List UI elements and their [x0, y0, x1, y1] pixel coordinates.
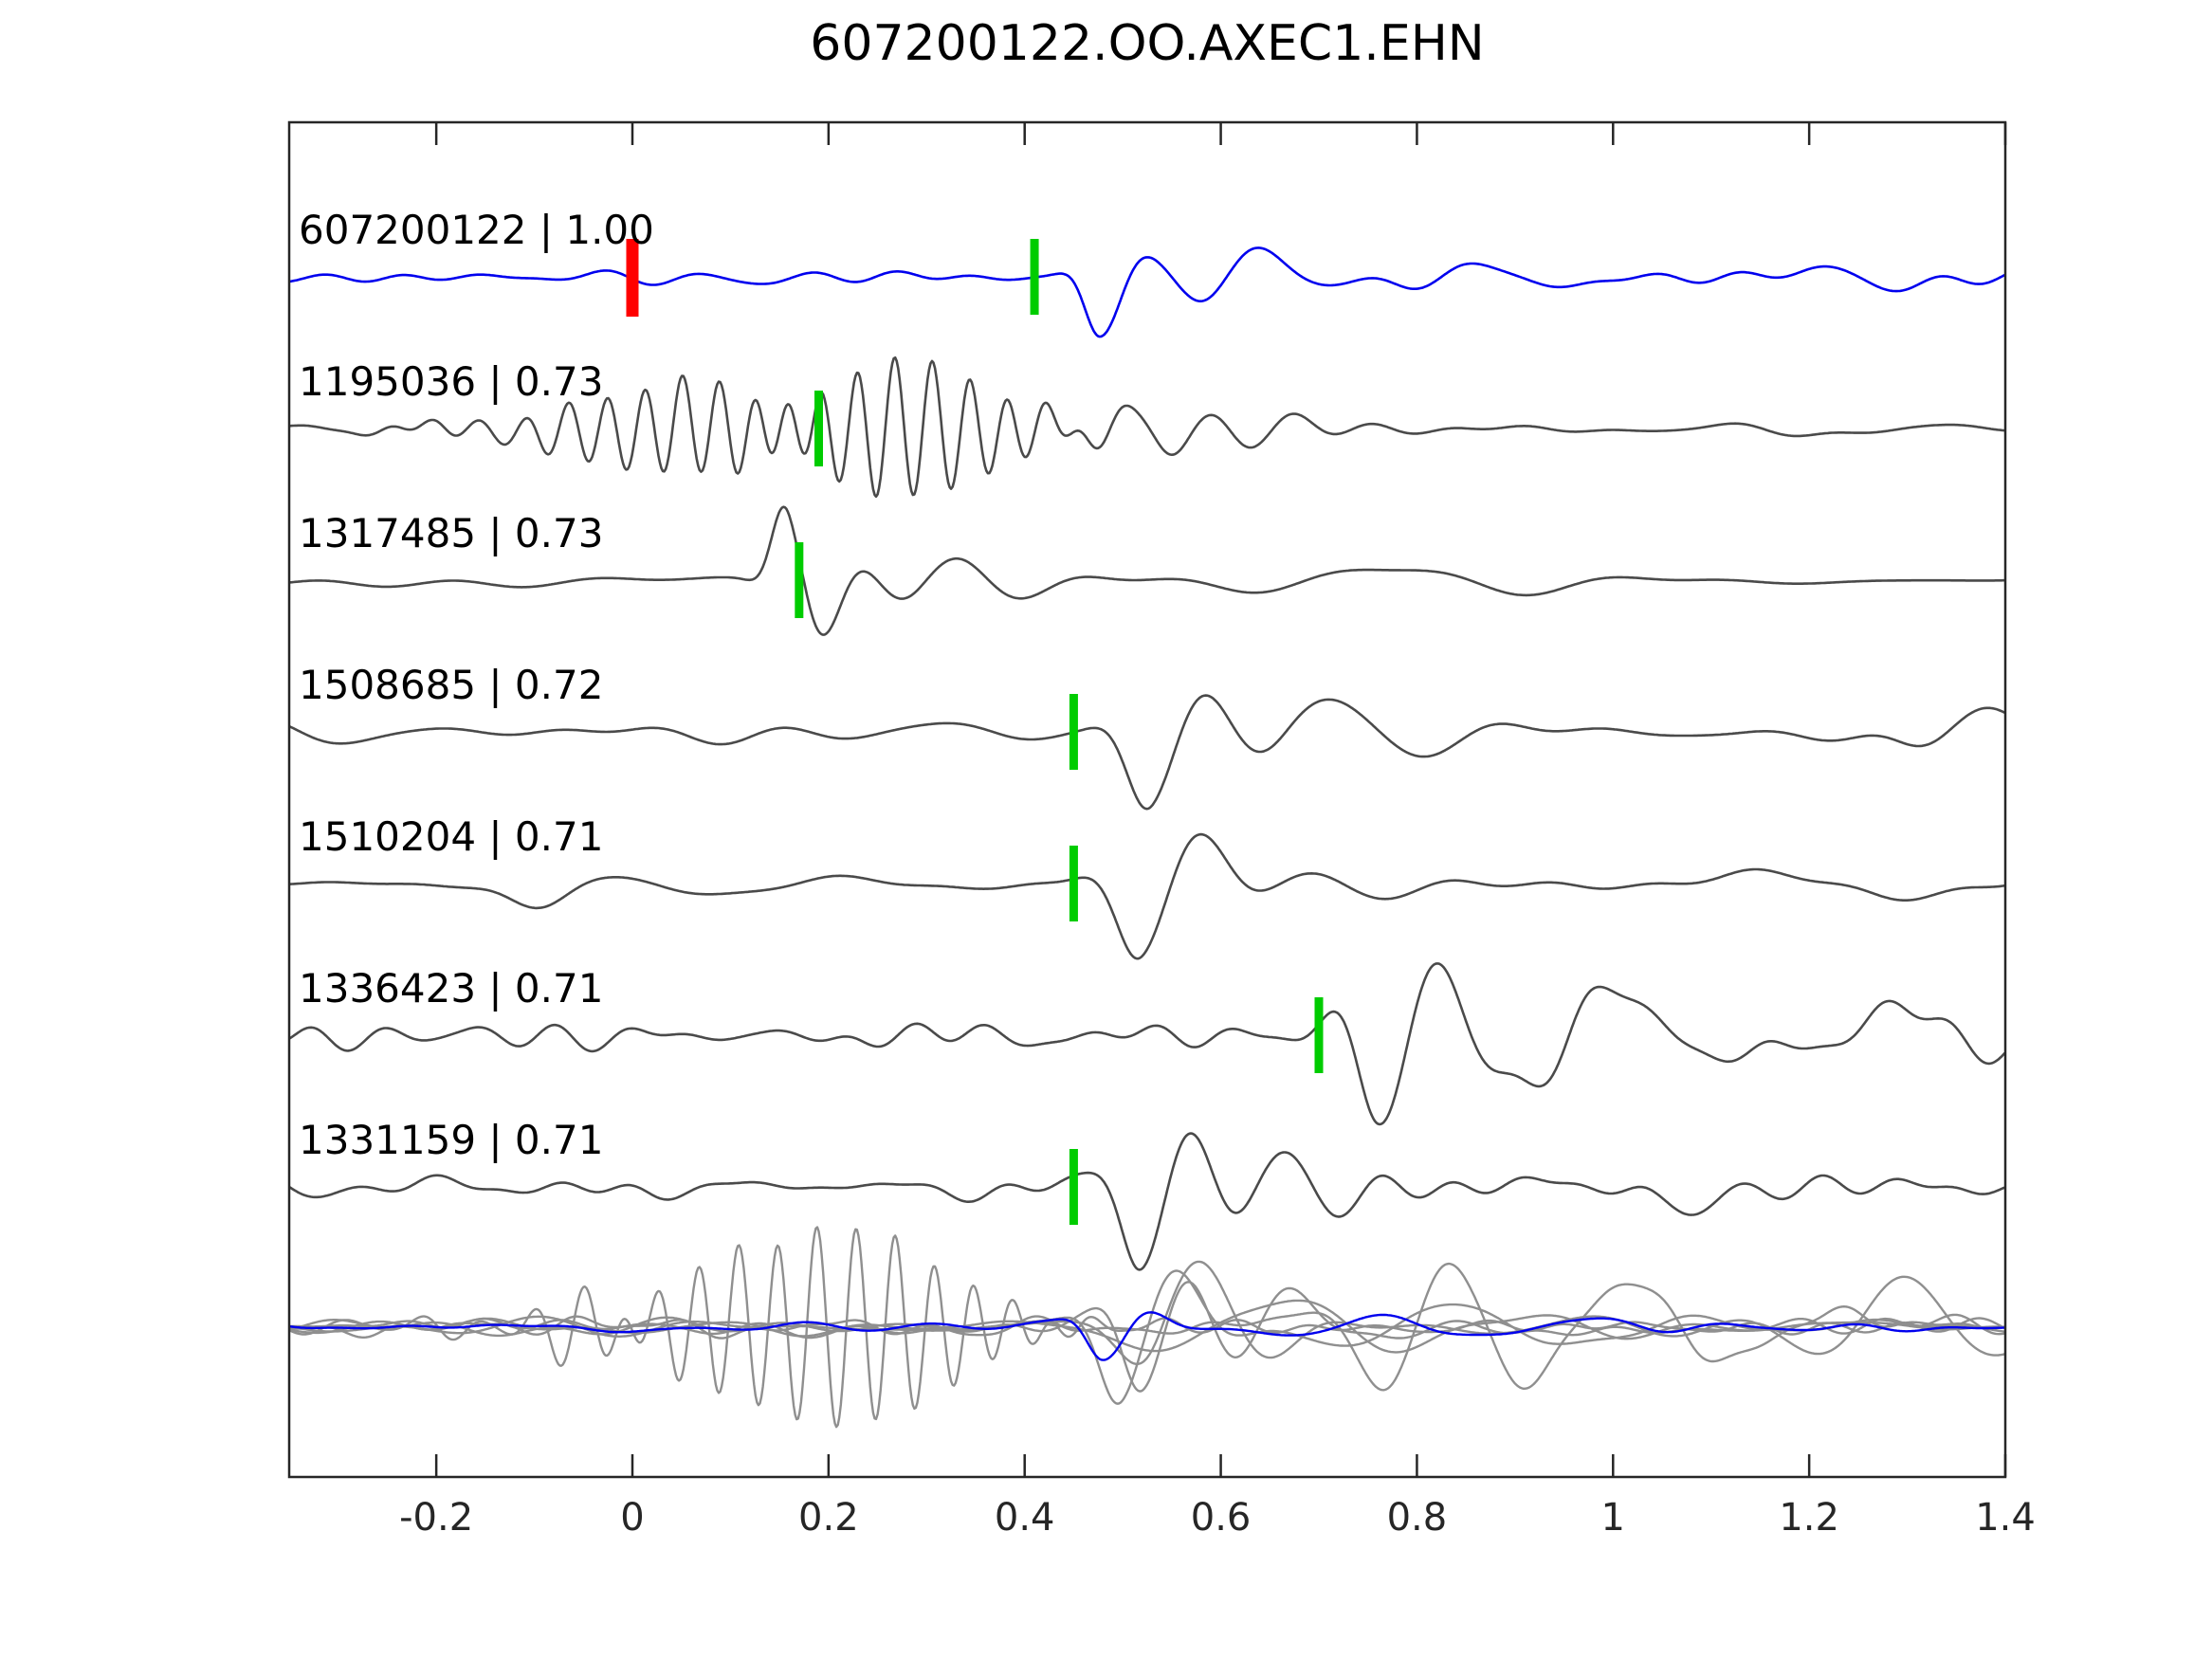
pick-marker-1317485: [795, 542, 804, 618]
x-tick-label: -0.2: [399, 1496, 474, 1540]
waveform-overlay-4: [289, 1281, 2005, 1393]
trace-label-detection-3: 1508685 | 0.72: [299, 662, 604, 708]
trace-label-detection-6: 1331159 | 0.71: [299, 1117, 604, 1163]
pick-marker-1508685: [1069, 694, 1078, 770]
pick-marker-1331159: [1069, 1149, 1078, 1225]
x-tick-label: 0.6: [1190, 1496, 1252, 1540]
x-tick-label: 0.4: [994, 1496, 1055, 1540]
pick-marker-607200122: [1030, 239, 1039, 315]
waveform-1510204: [289, 832, 2005, 960]
waveform-1195036: [289, 356, 2005, 499]
x-tick-label: 0.8: [1386, 1496, 1448, 1540]
pick-marker-1195036: [814, 391, 824, 466]
waveform-1331159: [289, 1132, 2005, 1271]
waveform-607200122: [289, 246, 2005, 338]
trace-label-detection-5: 1336423 | 0.71: [299, 965, 604, 1012]
trace-label-detection-1: 1195036 | 0.73: [299, 358, 604, 405]
origin-marker: [626, 239, 639, 317]
waveform-1336423: [289, 962, 2005, 1126]
waveform-1508685: [289, 694, 2005, 811]
x-tick-label: 1.4: [1975, 1496, 2036, 1540]
trace-label-detection-4: 1510204 | 0.71: [299, 813, 604, 860]
trace-label-detection-2: 1317485 | 0.73: [299, 510, 604, 556]
x-tick-label: 1: [1600, 1496, 1626, 1540]
waveform-1317485: [289, 505, 2005, 636]
waveform-overlay-6: [289, 1311, 2005, 1361]
pick-marker-1336423: [1314, 997, 1324, 1073]
x-tick-label: 0: [620, 1496, 645, 1540]
plot-border: [287, 120, 2007, 1479]
waveform-overlay-5: [289, 1299, 2005, 1354]
x-tick-label: 0.2: [798, 1496, 859, 1540]
pick-marker-1510204: [1069, 846, 1078, 921]
page-title: 607200122.OO.AXEC1.EHN: [810, 15, 1485, 72]
waveform-overlay-3: [289, 1262, 2005, 1392]
x-tick-label: 1.2: [1779, 1496, 1839, 1540]
trace-label-template: 607200122 | 1.00: [299, 207, 654, 253]
